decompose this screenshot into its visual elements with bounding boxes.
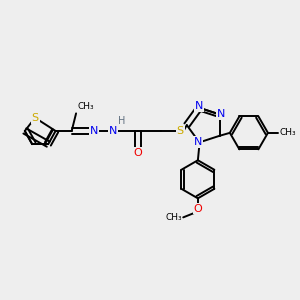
Text: CH₃: CH₃ (77, 102, 94, 111)
Text: N: N (194, 137, 202, 147)
Text: N: N (217, 110, 225, 119)
Text: N: N (195, 101, 203, 111)
Text: H: H (118, 116, 125, 126)
Text: N: N (109, 126, 117, 136)
Text: S: S (32, 113, 39, 123)
Text: O: O (133, 148, 142, 158)
Text: S: S (176, 126, 184, 136)
Text: CH₃: CH₃ (165, 213, 182, 222)
Text: O: O (194, 204, 202, 214)
Text: CH₃: CH₃ (280, 128, 296, 137)
Text: N: N (89, 126, 98, 136)
